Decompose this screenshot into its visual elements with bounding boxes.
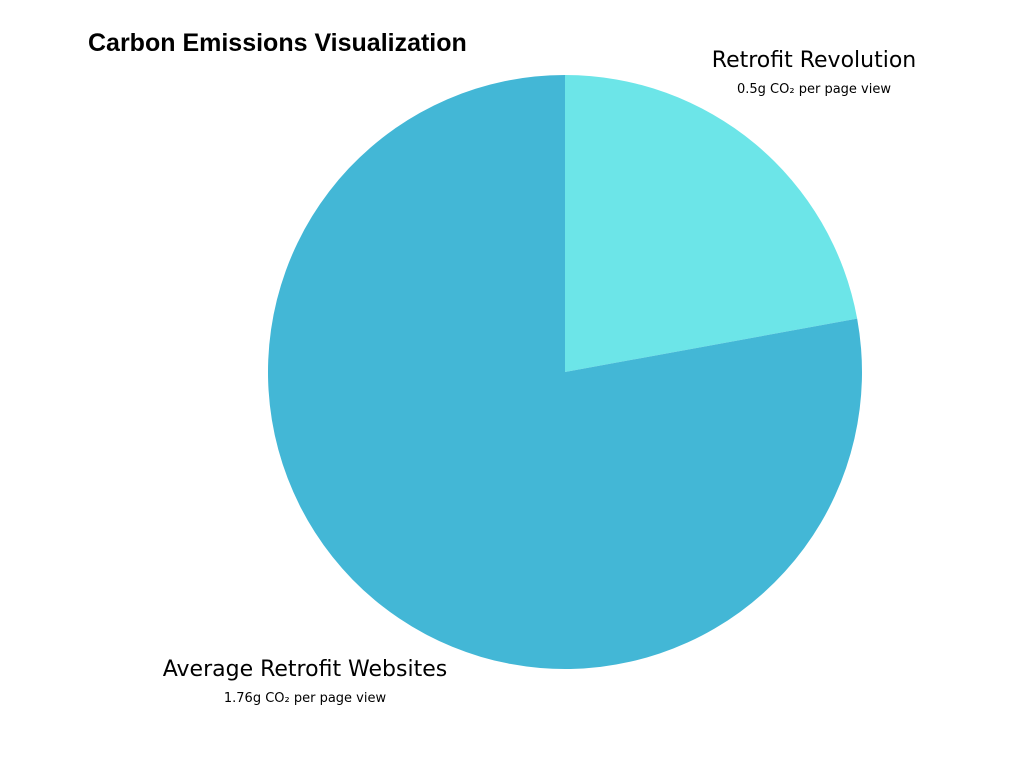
slice-name-average-retrofit-websites: Average Retrofit Websites [162, 657, 448, 682]
chart-title: Carbon Emissions Visualization [88, 29, 467, 57]
pie-slice-average-retrofit-websites [267, 75, 862, 670]
slice-label-average-retrofit-websites: Average Retrofit Websites 1.76g CO₂ per … [150, 655, 460, 708]
slice-name-retrofit-revolution: Retrofit Revolution [711, 48, 917, 73]
slice-value-retrofit-revolution: 0.5g CO₂ per page view [737, 82, 891, 97]
slice-label-retrofit-revolution: Retrofit Revolution 0.5g CO₂ per page vi… [704, 46, 924, 99]
pie-slice-retrofit-revolution [565, 75, 858, 372]
slice-value-average-retrofit-websites: 1.76g CO₂ per page view [223, 691, 387, 706]
